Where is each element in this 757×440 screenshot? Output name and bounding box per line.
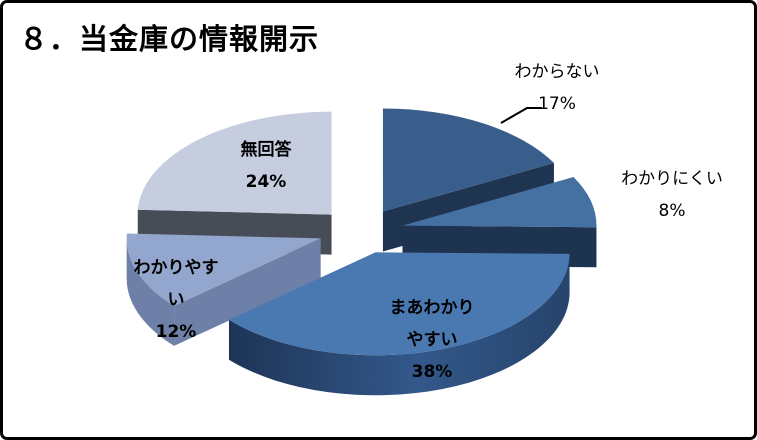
pie-slice-3-top xyxy=(126,233,321,306)
pie-3d-chart xyxy=(126,107,597,396)
label-leader-line xyxy=(500,107,542,124)
pie-slice-3-rim xyxy=(126,238,175,346)
pie-slice-3-cut-face xyxy=(174,238,321,346)
chart-title: ８．当金庫の情報開示 xyxy=(19,22,320,56)
pie-slice-4-top xyxy=(137,111,332,215)
pie-slice-0-top xyxy=(382,108,554,212)
pie-slice-2-top xyxy=(228,252,570,356)
pie-slice-1-top xyxy=(402,177,597,228)
pie-slice-2-rim xyxy=(228,253,570,396)
